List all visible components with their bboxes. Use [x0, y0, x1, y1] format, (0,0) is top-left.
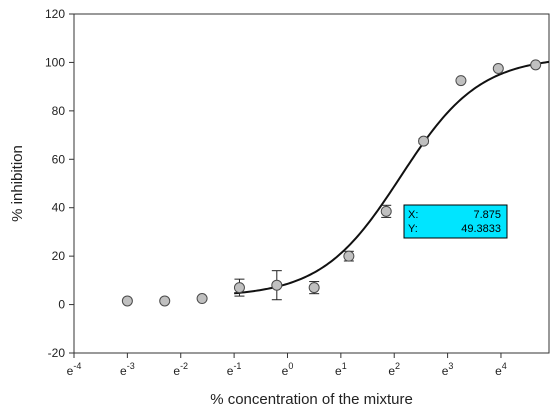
y-tick-label: 40 [52, 201, 66, 215]
y-tick-label: 120 [45, 7, 65, 21]
y-axis-ticks: -20 0 20 40 60 80 100 120 [45, 7, 74, 360]
data-tip-x-label: X: [408, 209, 418, 221]
x-tick-exponent: -3 [127, 361, 135, 371]
x-tick-label: e2 [388, 361, 400, 378]
x-tick-base: e [282, 364, 289, 378]
data-point[interactable] [196, 293, 208, 305]
y-tick-label: 60 [52, 152, 66, 166]
y-tick-label: 20 [52, 249, 66, 263]
x-tick-label: e0 [282, 361, 294, 378]
data-tip-x-value: 7.875 [473, 209, 501, 221]
x-tick-exponent: 3 [448, 361, 453, 371]
x-tick-base: e [227, 364, 234, 378]
data-point[interactable] [455, 75, 467, 87]
data-tip-box [403, 204, 508, 239]
x-tick-exponent: 1 [342, 361, 347, 371]
x-tick-exponent: -2 [180, 361, 188, 371]
x-axis-title: % concentration of the mixture [210, 391, 413, 408]
data-point[interactable] [159, 295, 171, 307]
data-point[interactable] [121, 295, 133, 307]
data-point[interactable] [343, 250, 355, 262]
fit-curve [234, 60, 550, 295]
x-tick-exponent: 4 [502, 361, 507, 371]
data-tip[interactable]: X: 7.875 Y: 49.3833 [403, 204, 508, 239]
x-tick-exponent: 0 [288, 361, 293, 371]
x-tick-label: e4 [495, 361, 507, 378]
y-tick-label: 0 [58, 298, 65, 312]
data-points [121, 59, 542, 307]
x-tick-base: e [442, 364, 449, 378]
error-bars [234, 138, 429, 301]
y-axis-title: % inhibition [9, 145, 26, 222]
data-point[interactable] [308, 282, 320, 294]
data-point[interactable] [492, 62, 504, 74]
x-tick-exponent: -4 [73, 361, 81, 371]
y-tick-label: 80 [52, 104, 66, 118]
x-tick-exponent: 2 [395, 361, 400, 371]
data-point[interactable] [380, 205, 392, 217]
x-tick-exponent: -1 [233, 361, 241, 371]
x-tick-label: e1 [335, 361, 347, 378]
x-axis-ticks: e-4 e-3 e-2 e-1 e0 e1 e2 e3 e4 [67, 353, 507, 378]
x-tick-base: e [335, 364, 342, 378]
y-tick-label: -20 [48, 346, 66, 360]
data-point[interactable] [418, 135, 430, 147]
x-tick-base: e [388, 364, 395, 378]
x-tick-label: e-3 [120, 361, 135, 378]
plot-area-frame [73, 13, 550, 354]
data-point[interactable] [271, 279, 283, 291]
x-tick-label: e-2 [173, 361, 188, 378]
x-tick-label: e-4 [67, 361, 82, 378]
y-tick-label: 100 [45, 55, 65, 69]
x-tick-label: e3 [442, 361, 454, 378]
x-tick-base: e [495, 364, 502, 378]
x-tick-base: e [173, 364, 180, 378]
data-point[interactable] [530, 59, 542, 71]
data-tip-y-label: Y: [408, 223, 418, 235]
data-tip-y-value: 49.3833 [461, 223, 501, 235]
data-point[interactable] [233, 282, 245, 294]
x-tick-label: e-1 [227, 361, 242, 378]
x-tick-base: e [67, 364, 74, 378]
x-tick-base: e [120, 364, 127, 378]
